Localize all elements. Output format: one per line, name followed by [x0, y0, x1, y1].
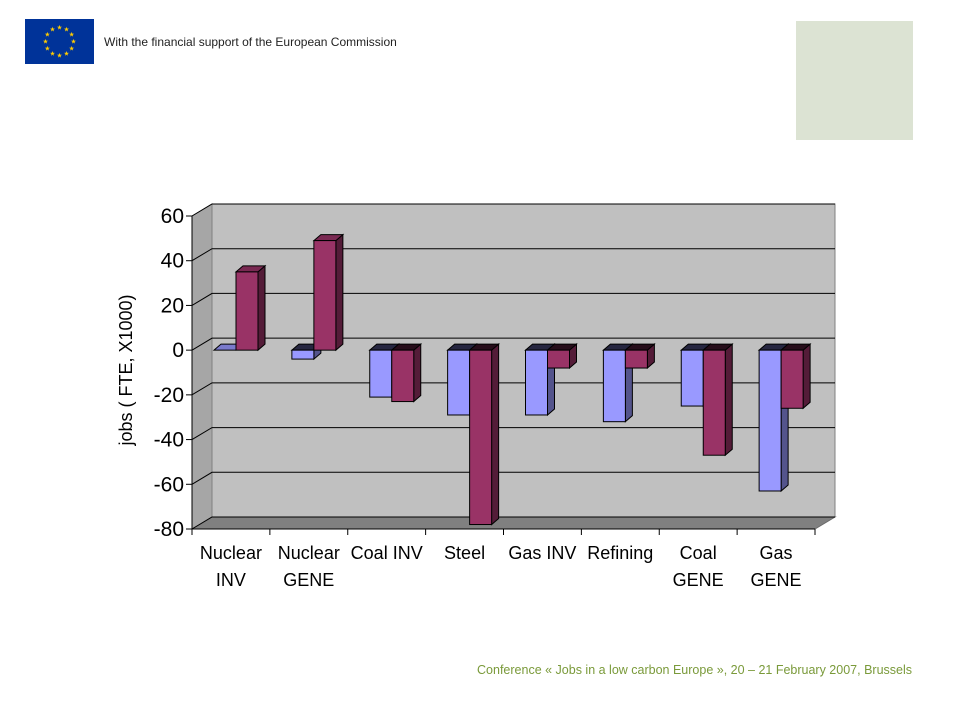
- bar-front: [369, 349, 393, 398]
- bar-front: [680, 349, 704, 407]
- flag-star: [50, 51, 55, 56]
- gridline: [191, 292, 835, 306]
- bar-side: [257, 264, 266, 352]
- flag-stars: [43, 24, 76, 58]
- y-tick-label: -40: [154, 429, 184, 452]
- flag-star: [69, 45, 75, 51]
- y-tick-label: -60: [154, 473, 184, 496]
- conference-footer: Conference « Jobs in a low carbon Europe…: [477, 663, 912, 677]
- x-category-label: Gas: [760, 543, 793, 563]
- gridline: [191, 427, 835, 441]
- bar-series2-6: [701, 343, 734, 457]
- y-tick-label: 40: [161, 250, 184, 273]
- bar-front: [469, 349, 493, 526]
- flag-star: [69, 31, 75, 37]
- gridline: [191, 337, 835, 351]
- bar-series2-5: [624, 343, 656, 370]
- x-category-label: INV: [216, 570, 246, 590]
- bar-front: [758, 349, 782, 492]
- y-tick-label: 20: [161, 294, 184, 317]
- bar-side: [413, 343, 422, 403]
- x-category-label: Refining: [587, 543, 653, 563]
- y-tick-label: 60: [161, 205, 184, 228]
- bar-front: [702, 349, 726, 456]
- flag-star: [57, 52, 62, 58]
- bar-front: [602, 349, 626, 423]
- gridline: [191, 471, 835, 485]
- bar-series2-0: [234, 264, 267, 352]
- bar-front: [525, 349, 548, 416]
- gridline: [191, 248, 835, 262]
- bar-series2-3: [468, 343, 500, 526]
- bar-front: [291, 349, 315, 360]
- y-tick-label: 0: [172, 339, 184, 362]
- plot-side-wall: [191, 203, 213, 530]
- flag-star: [43, 38, 48, 44]
- bar-side: [724, 343, 733, 457]
- flag-star: [44, 31, 50, 37]
- bar-front: [447, 349, 471, 416]
- bar-series2-2: [390, 343, 423, 403]
- x-category-label: Coal INV: [351, 543, 423, 563]
- plot-floor: [190, 516, 837, 530]
- bar-series2-1: [312, 233, 345, 352]
- support-text: With the financial support of the Europe…: [104, 35, 397, 49]
- chart-background: [190, 203, 837, 530]
- gridline: [191, 516, 835, 530]
- x-category-label: GENE: [673, 570, 724, 590]
- y-tick-label: -20: [154, 384, 184, 407]
- x-category-label: Steel: [444, 543, 485, 563]
- flag-star: [71, 38, 76, 44]
- y-axis-label: jobs ( FTE, X1000): [116, 294, 136, 446]
- bar-side: [335, 233, 344, 352]
- flag-star: [50, 26, 55, 32]
- decorative-block: [796, 21, 913, 140]
- bar-side: [491, 343, 500, 526]
- bar-front: [624, 349, 648, 369]
- bar-series2-7: [779, 343, 812, 410]
- flag-star: [44, 45, 50, 51]
- eu-flag-icon: [25, 19, 94, 64]
- bar-front: [313, 240, 337, 351]
- x-category-label: Coal: [680, 543, 717, 563]
- x-category-label: Gas INV: [508, 543, 576, 563]
- gridline: [191, 203, 835, 217]
- x-category-label: GENE: [283, 570, 334, 590]
- flag-star: [57, 24, 62, 30]
- chart-bars: [212, 233, 812, 526]
- chart-axes: [186, 215, 816, 535]
- flag-star: [64, 26, 69, 32]
- bar-front: [780, 349, 804, 409]
- chart-labels: 60 40 20 0 -20 -40 -60 -80 Nuclear INV Nuclear GENE…: [116, 205, 802, 590]
- bar-series2-4: [546, 343, 578, 370]
- bar-front: [547, 349, 570, 369]
- y-tick-label: -80: [154, 518, 184, 541]
- bar-front: [391, 349, 415, 403]
- plot-back-wall: [211, 203, 836, 518]
- x-category-label: Nuclear: [200, 543, 262, 563]
- x-category-label: Nuclear: [278, 543, 340, 563]
- x-category-label: GENE: [751, 570, 802, 590]
- bar-side: [802, 343, 811, 410]
- flag-star: [64, 51, 69, 56]
- bar-front: [235, 271, 259, 351]
